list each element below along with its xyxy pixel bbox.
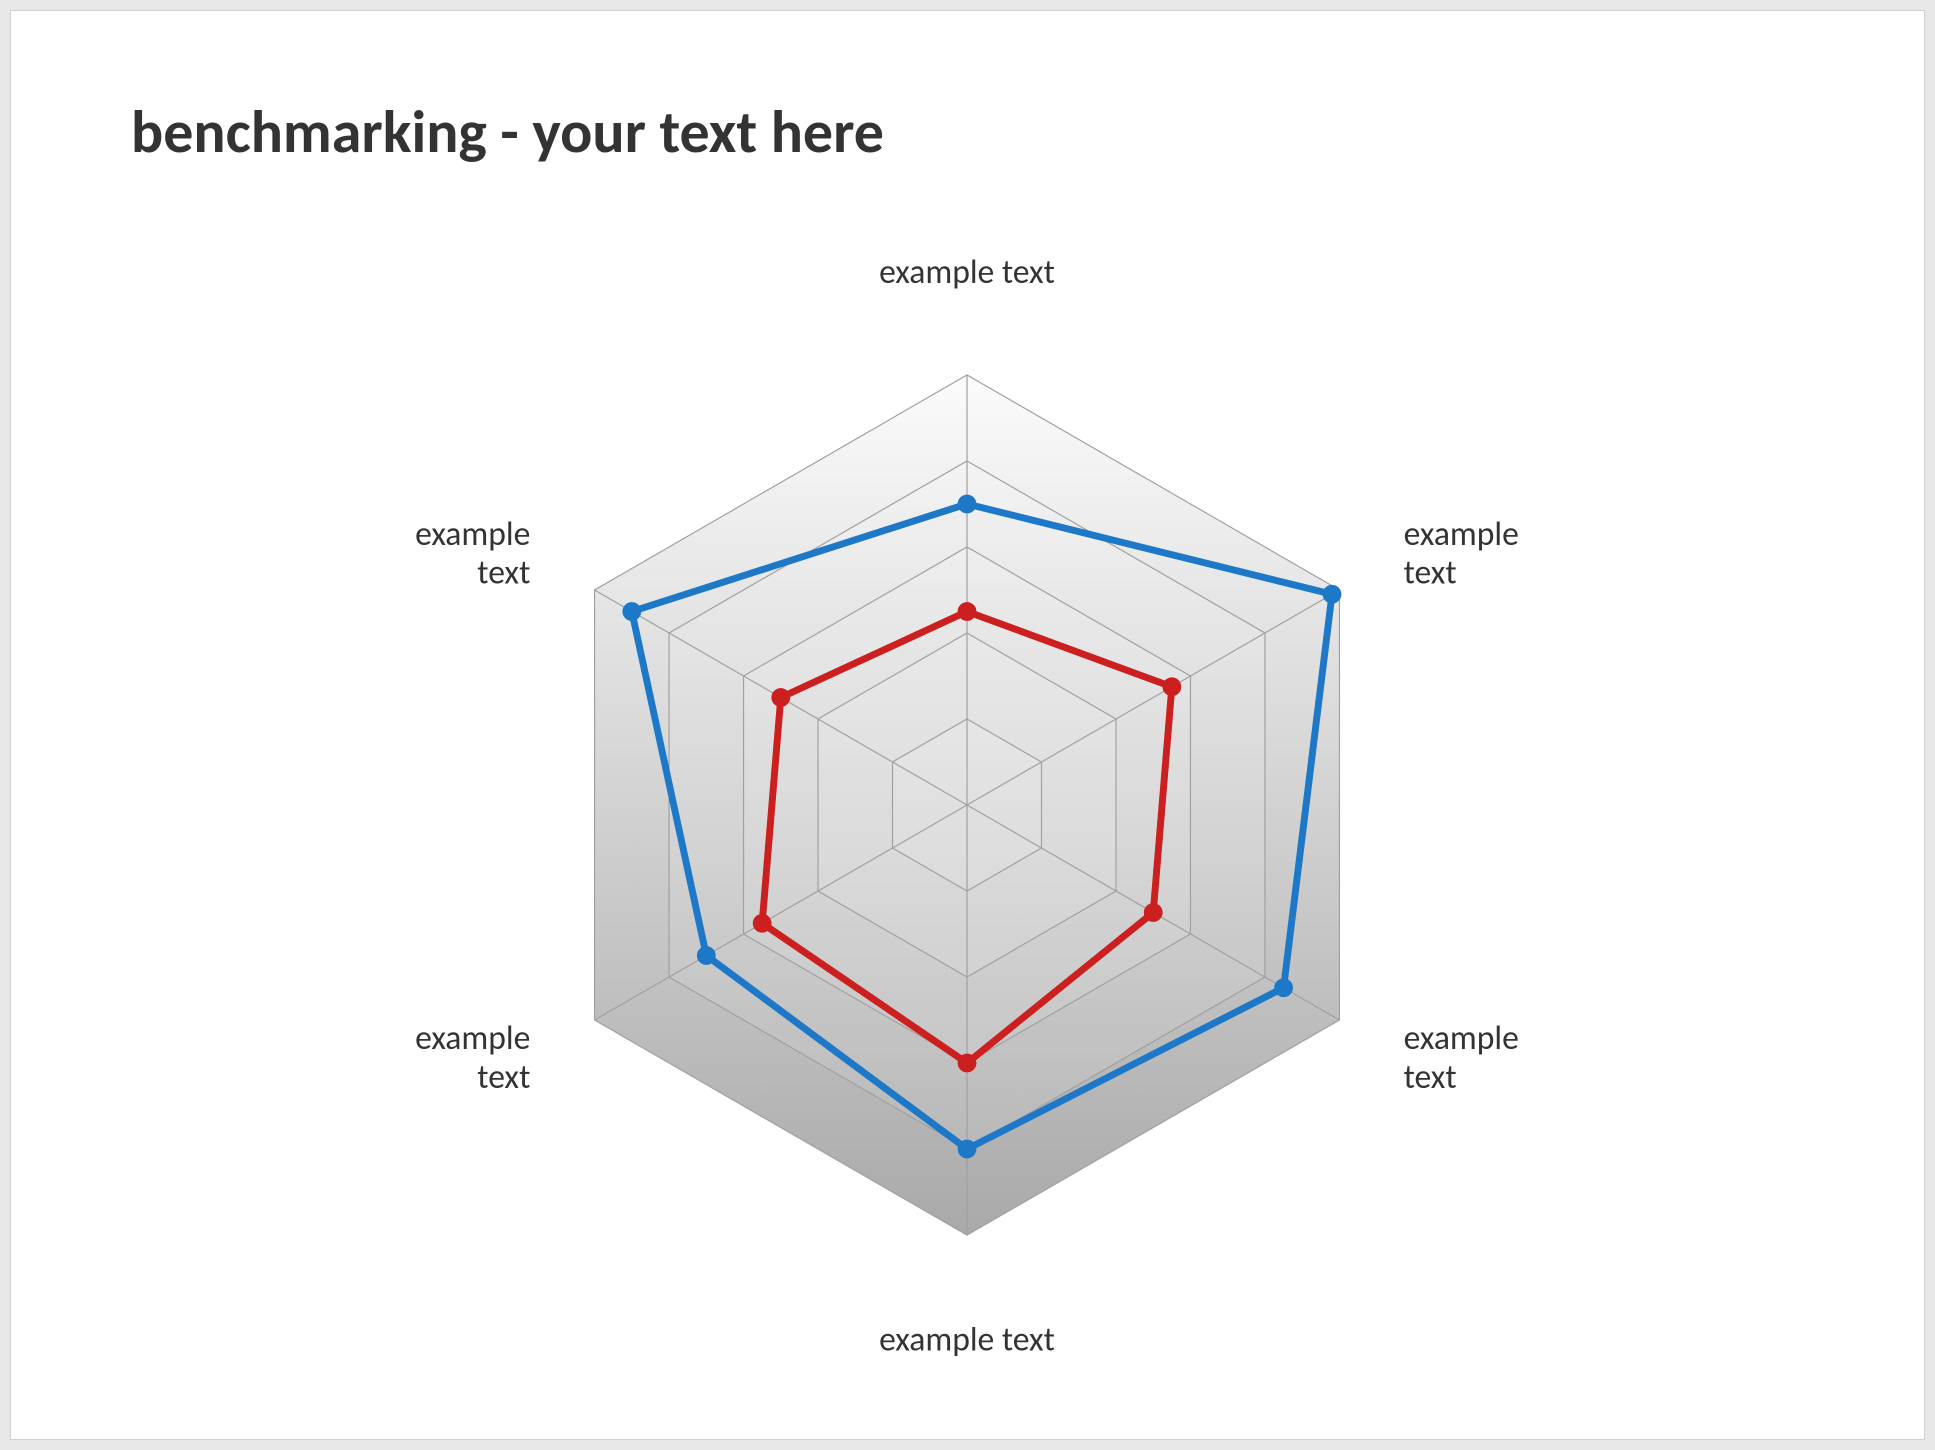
radar-axis-label: example text <box>879 252 1055 293</box>
radar-axis-label: exampletext <box>415 1018 530 1098</box>
radar-series-marker <box>958 495 976 513</box>
radar-series-marker <box>958 603 976 621</box>
radar-series-marker <box>623 603 641 621</box>
radar-axis-label: exampletext <box>1404 514 1519 594</box>
radar-series-marker <box>1323 585 1341 603</box>
radar-axis-label: example text <box>879 1320 1055 1361</box>
radar-series-marker <box>753 914 771 932</box>
slide-title: benchmarking - your text here <box>131 96 884 169</box>
radar-series-marker <box>772 689 790 707</box>
radar-axis-label: exampletext <box>1404 1018 1519 1098</box>
radar-series-marker <box>958 1054 976 1072</box>
radar-series-marker <box>1163 678 1181 696</box>
radar-series-marker <box>697 947 715 965</box>
radar-axis-label: exampletext <box>415 514 530 594</box>
radar-chart: example text exampletext exampletext exampl… <box>11 211 1924 1399</box>
radar-series-marker <box>958 1140 976 1158</box>
radar-series-marker <box>1275 979 1293 997</box>
radar-series-marker <box>1144 904 1162 922</box>
slide: benchmarking - your text here example te… <box>10 10 1925 1440</box>
